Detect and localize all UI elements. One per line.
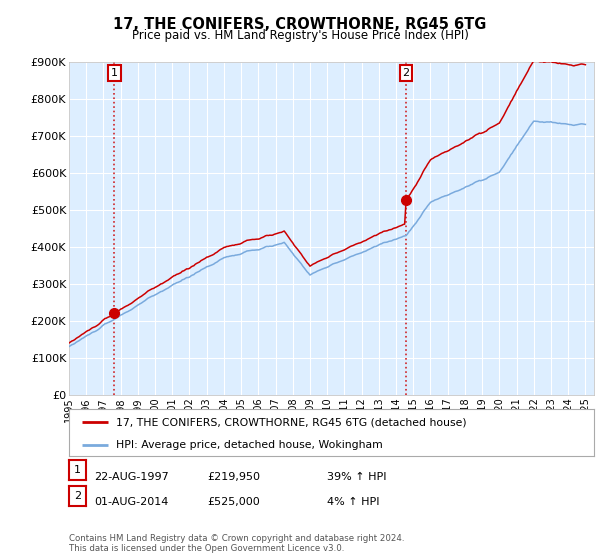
Text: 2: 2	[74, 491, 81, 501]
Text: 17, THE CONIFERS, CROWTHORNE, RG45 6TG (detached house): 17, THE CONIFERS, CROWTHORNE, RG45 6TG (…	[116, 417, 467, 427]
Text: 22-AUG-1997: 22-AUG-1997	[94, 472, 169, 482]
Text: HPI: Average price, detached house, Wokingham: HPI: Average price, detached house, Woki…	[116, 440, 383, 450]
Text: 4% ↑ HPI: 4% ↑ HPI	[327, 497, 380, 507]
Text: 17, THE CONIFERS, CROWTHORNE, RG45 6TG: 17, THE CONIFERS, CROWTHORNE, RG45 6TG	[113, 17, 487, 32]
Text: 1: 1	[74, 465, 81, 475]
Text: Price paid vs. HM Land Registry's House Price Index (HPI): Price paid vs. HM Land Registry's House …	[131, 29, 469, 42]
Text: 1: 1	[111, 68, 118, 78]
Text: 01-AUG-2014: 01-AUG-2014	[94, 497, 169, 507]
Text: 2: 2	[403, 68, 410, 78]
Text: £219,950: £219,950	[207, 472, 260, 482]
Text: £525,000: £525,000	[207, 497, 260, 507]
Text: 39% ↑ HPI: 39% ↑ HPI	[327, 472, 386, 482]
Text: Contains HM Land Registry data © Crown copyright and database right 2024.
This d: Contains HM Land Registry data © Crown c…	[69, 534, 404, 553]
